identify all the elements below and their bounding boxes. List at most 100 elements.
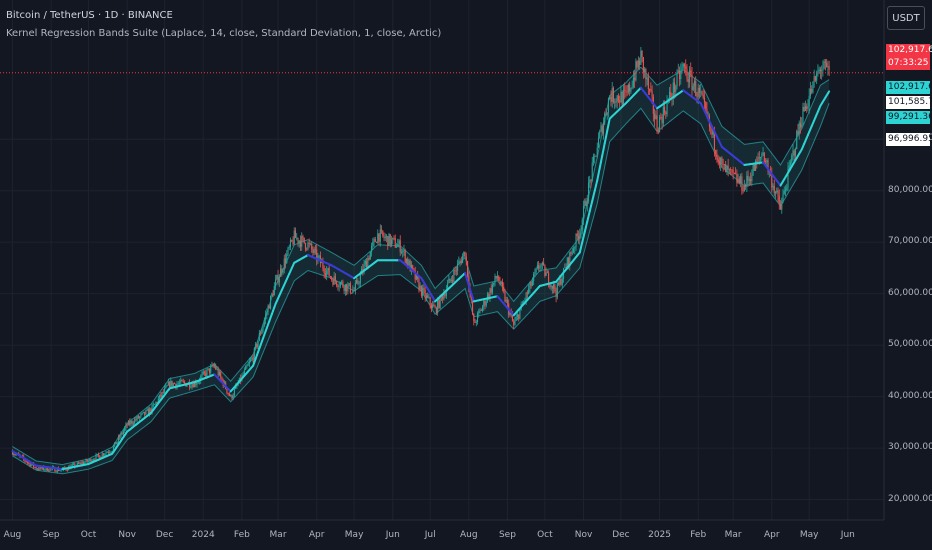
candle-body xyxy=(538,265,540,269)
candle-body xyxy=(392,237,394,240)
candle-body xyxy=(85,459,87,463)
candle-body xyxy=(402,251,404,253)
candle-body xyxy=(727,165,729,170)
candle-body xyxy=(609,96,611,99)
candle-body xyxy=(351,292,353,294)
candle-body xyxy=(39,466,41,470)
candle-body xyxy=(700,91,702,93)
candle-body xyxy=(14,454,16,455)
candle-body xyxy=(120,433,122,438)
candle-body xyxy=(676,72,678,87)
candle-body xyxy=(560,278,562,285)
candle-body xyxy=(302,236,304,238)
candle-body xyxy=(367,258,369,268)
candle-body xyxy=(200,376,202,381)
candle-body xyxy=(121,433,123,434)
candle-body xyxy=(366,260,368,268)
candle-body xyxy=(188,382,191,388)
candle-body xyxy=(419,285,421,291)
candle-body xyxy=(750,178,752,182)
currency-button[interactable]: USDT xyxy=(887,6,925,30)
candle-body xyxy=(304,243,307,249)
candle-body xyxy=(215,365,217,370)
candle-body xyxy=(294,230,297,239)
candle-body xyxy=(696,95,698,97)
symbol-title[interactable]: Bitcoin / TetherUS · 1D · BINANCE xyxy=(6,10,173,21)
candle-body xyxy=(554,284,556,292)
candle-body xyxy=(354,283,356,291)
candle-body xyxy=(213,365,216,367)
candle-body xyxy=(343,286,345,291)
candle-body xyxy=(646,77,648,80)
candle-body xyxy=(730,169,732,171)
candle-body xyxy=(459,260,461,262)
time-tick-label: Apr xyxy=(763,530,780,540)
candle-body xyxy=(164,387,166,393)
candle-body xyxy=(208,368,211,373)
candle-body xyxy=(183,381,186,384)
candle-body xyxy=(212,364,214,367)
candle-body xyxy=(131,421,133,424)
candle-body xyxy=(491,284,494,293)
candle-body xyxy=(615,101,617,103)
candle-body xyxy=(514,320,516,325)
candle-body xyxy=(175,383,177,388)
price-axis[interactable]: 20,000.00 30,000.00 40,000.00 50,000.00 60,0… xyxy=(884,0,932,520)
candle-body xyxy=(475,322,477,323)
candle-body xyxy=(186,384,188,387)
middle-band-tag: 99,291.36 xyxy=(886,111,932,124)
candle-body xyxy=(801,124,803,128)
candle-body xyxy=(95,455,97,461)
candle-body xyxy=(190,386,192,388)
candle-body xyxy=(211,364,213,367)
time-tick-label: Feb xyxy=(690,530,707,540)
candle-body xyxy=(177,383,179,385)
candle-body xyxy=(252,357,254,361)
candle-body xyxy=(169,381,171,388)
candle-body xyxy=(196,383,198,385)
kernel-segment xyxy=(598,160,602,170)
candle-body xyxy=(371,245,373,252)
candle-body xyxy=(432,304,434,308)
candle-body xyxy=(160,394,162,397)
candle-body xyxy=(157,398,159,404)
candle-body xyxy=(159,394,161,399)
candle-body xyxy=(722,164,724,165)
lower-band-tag: 96,996.95 xyxy=(886,133,932,146)
candle-body xyxy=(591,162,593,181)
candle-body xyxy=(357,280,359,284)
candle-body xyxy=(452,280,454,282)
candle-body xyxy=(127,421,129,426)
candle-body xyxy=(464,251,466,257)
candle-body xyxy=(50,468,52,470)
time-tick-label: Sep xyxy=(498,530,516,540)
price-tick-label: 50,000.00 xyxy=(888,339,932,350)
time-axis[interactable]: Aug Sep Oct Nov Dec 2024 Feb Mar Apr May Jun Jul Aug… xyxy=(0,520,884,550)
candle-body xyxy=(270,295,272,309)
candle-body xyxy=(741,176,743,191)
candle-body xyxy=(686,68,688,80)
candle-body xyxy=(110,451,112,453)
candle-body xyxy=(276,275,278,280)
candle-body xyxy=(509,312,511,315)
candle-body xyxy=(201,374,203,377)
candle-body xyxy=(655,115,657,119)
candle-body xyxy=(526,292,528,294)
candle-body xyxy=(797,130,799,135)
candle-body xyxy=(76,462,78,466)
candle-body xyxy=(767,160,769,172)
candle-body xyxy=(122,430,124,434)
candle-body xyxy=(73,463,75,465)
candle-body xyxy=(565,267,567,269)
indicator-legend[interactable]: Kernel Regression Bands Suite (Laplace, … xyxy=(6,28,442,39)
candle-body xyxy=(425,295,427,299)
candle-body xyxy=(828,66,830,70)
candle-body xyxy=(503,286,505,292)
candle-body xyxy=(553,284,555,289)
candles xyxy=(11,46,830,474)
candle-body xyxy=(87,460,90,462)
candle-body xyxy=(656,115,658,132)
candle-body xyxy=(625,91,627,92)
candle-body xyxy=(718,161,720,164)
